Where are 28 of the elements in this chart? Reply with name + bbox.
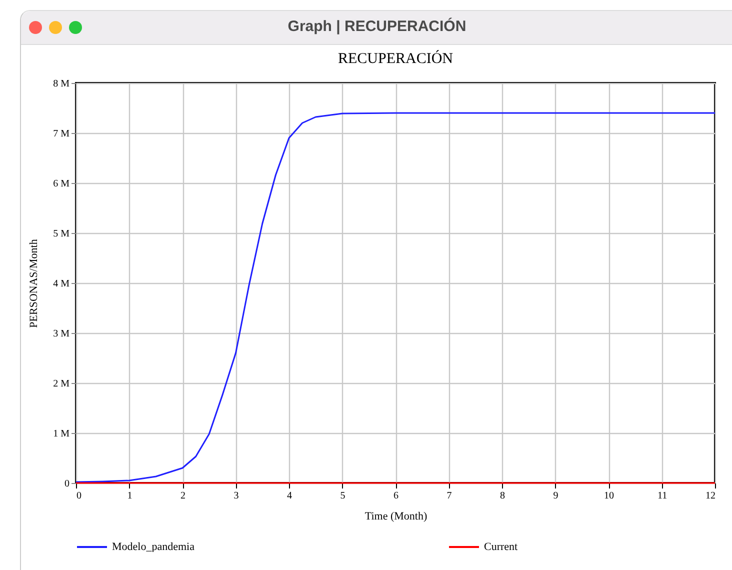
- y-tick-label: 6 M: [53, 178, 70, 190]
- y-tick-label: 7 M: [53, 128, 70, 140]
- x-axis-title: Time (Month): [364, 510, 428, 522]
- y-tick-label: 2 M: [53, 378, 70, 390]
- x-tick-label: 6: [394, 490, 398, 502]
- x-tick-label: 4: [287, 490, 292, 502]
- legend-label: Modelo_pandemia: [112, 541, 195, 553]
- y-tick-label: 0: [64, 478, 70, 490]
- y-tick-label: 1 M: [53, 428, 70, 440]
- x-tick-label: 1: [127, 490, 132, 502]
- chart-title: RECUPERACIÓN: [338, 50, 454, 67]
- x-tick-label: 10: [604, 490, 614, 502]
- y-tick-label: 5 M: [53, 228, 70, 240]
- x-tick-label: 3: [234, 490, 239, 502]
- x-tick-label: 2: [180, 490, 186, 502]
- x-tick-label: 5: [340, 490, 346, 502]
- legend-label: Current: [484, 541, 518, 553]
- y-axis-title: PERSONAS/Month: [28, 238, 40, 328]
- text: Graph | RECUPERACIÓN: [286, 18, 468, 35]
- x-tick-label: 12: [706, 490, 716, 502]
- x-tick-label: 9: [553, 490, 558, 502]
- y-tick-label: 8 M: [53, 78, 70, 90]
- x-tick-label: 11: [657, 490, 668, 502]
- x-tick-label: 7: [446, 490, 452, 502]
- y-tick-label: 3 M: [53, 328, 70, 340]
- x-tick-label: 0: [76, 490, 82, 502]
- x-tick-label: 8: [500, 490, 505, 502]
- y-tick-label: 4 M: [53, 278, 70, 290]
